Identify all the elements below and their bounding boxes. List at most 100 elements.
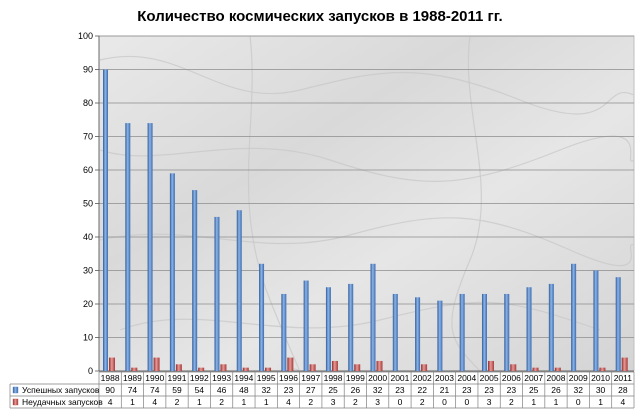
bar-successful-1991 [169,173,175,371]
bar-failed-2008 [554,367,561,371]
x-tick-label-1991: 1991 [168,373,187,383]
chart-title: Количество космических запусков в 1988-2… [137,8,503,25]
data-label-failed-2008: 1 [554,397,559,407]
y-tick-label-60: 60 [83,165,93,175]
bar-failed-2006 [510,364,517,371]
data-label-failed-2004: 0 [464,397,469,407]
data-label-failed-1996: 4 [286,397,291,407]
marble-vein-1 [99,135,635,182]
bar-failed-2000 [376,360,383,371]
data-label-failed-1990: 4 [152,397,157,407]
bar-successful-1996 [281,293,287,371]
data-label-successful-2005: 23 [484,385,494,395]
data-label-successful-1989: 74 [128,385,138,395]
x-tick-label-2000: 2000 [368,373,387,383]
data-label-failed-2005: 3 [487,397,492,407]
y-tick-label-10: 10 [83,333,93,343]
y-tick-label-40: 40 [83,232,93,242]
bar-failed-1991 [175,364,182,371]
x-tick-label-1992: 1992 [190,373,209,383]
data-label-failed-1995: 1 [264,397,269,407]
data-label-successful-2004: 23 [462,385,472,395]
data-label-failed-1988: 4 [108,397,113,407]
data-label-failed-1993: 2 [219,397,224,407]
bar-failed-1990 [153,357,160,371]
y-tick-label-20: 20 [83,299,93,309]
bar-successful-1999 [348,283,354,371]
data-label-failed-2002: 2 [420,397,425,407]
bar-successful-2005 [481,293,487,371]
data-label-successful-1994: 48 [239,385,249,395]
bar-failed-1996 [287,357,294,371]
bar-successful-1995 [259,263,265,371]
data-label-successful-1990: 74 [150,385,160,395]
bar-successful-2009 [571,263,577,371]
data-label-failed-2003: 0 [442,397,447,407]
bar-successful-1988 [103,69,109,371]
data-label-failed-1989: 1 [130,397,135,407]
bar-successful-1997 [303,280,309,371]
marble-vein-5 [451,35,482,372]
bar-successful-1989 [125,123,131,371]
x-tick-label-2004: 2004 [457,373,476,383]
data-label-successful-1991: 59 [172,385,182,395]
data-label-successful-1995: 32 [261,385,271,395]
legend-label-successful: Успешных запусков [22,385,100,395]
bar-successful-2003 [437,300,443,371]
data-label-successful-2011: 28 [618,385,628,395]
legend-key-successful [12,386,19,394]
data-label-failed-1999: 2 [353,397,358,407]
y-tick-label-70: 70 [83,132,93,142]
data-label-failed-1992: 1 [197,397,202,407]
data-label-successful-2007: 25 [529,385,539,395]
data-label-failed-1991: 2 [175,397,180,407]
x-tick-label-2009: 2009 [569,373,588,383]
bar-successful-2002 [415,297,421,371]
x-tick-label-2005: 2005 [480,373,499,383]
legend-key-failed [12,398,19,406]
y-tick-label-50: 50 [83,199,93,209]
bar-successful-1990 [147,123,153,371]
bar-successful-2010 [593,270,599,371]
x-tick-label-1990: 1990 [145,373,164,383]
bar-failed-1988 [109,357,116,371]
data-label-successful-1998: 25 [328,385,338,395]
x-tick-label-1988: 1988 [101,373,120,383]
y-tick-label-30: 30 [83,266,93,276]
bar-failed-1992 [198,367,205,371]
bar-failed-1999 [354,364,361,371]
y-tick-label-0: 0 [88,366,93,376]
x-tick-label-1989: 1989 [123,373,142,383]
bar-successful-2006 [504,293,510,371]
data-label-successful-2009: 32 [574,385,584,395]
x-tick-label-2003: 2003 [435,373,454,383]
data-label-successful-2006: 23 [507,385,517,395]
data-label-failed-2007: 1 [531,397,536,407]
x-tick-label-2006: 2006 [502,373,521,383]
bar-failed-2010 [599,367,606,371]
x-tick-label-1996: 1996 [279,373,298,383]
x-tick-label-2001: 2001 [390,373,409,383]
bar-failed-2005 [487,360,494,371]
x-tick-label-2002: 2002 [413,373,432,383]
y-tick-label-100: 100 [78,31,93,41]
data-label-successful-2001: 23 [395,385,405,395]
bar-failed-2011 [621,357,628,371]
x-tick-label-1999: 1999 [346,373,365,383]
x-tick-label-1997: 1997 [301,373,320,383]
bar-failed-1998 [331,360,338,371]
data-label-successful-2010: 30 [596,385,606,395]
data-label-failed-2006: 2 [509,397,514,407]
x-tick-label-2011: 2011 [614,373,633,383]
x-tick-label-1993: 1993 [212,373,231,383]
x-tick-label-2008: 2008 [547,373,566,383]
bar-failed-1994 [242,367,249,371]
x-tick-label-2007: 2007 [524,373,543,383]
bar-failed-1993 [220,364,227,371]
data-label-failed-1997: 2 [308,397,313,407]
data-label-successful-1996: 23 [284,385,294,395]
data-label-successful-2002: 22 [417,385,427,395]
data-label-failed-2010: 1 [598,397,603,407]
